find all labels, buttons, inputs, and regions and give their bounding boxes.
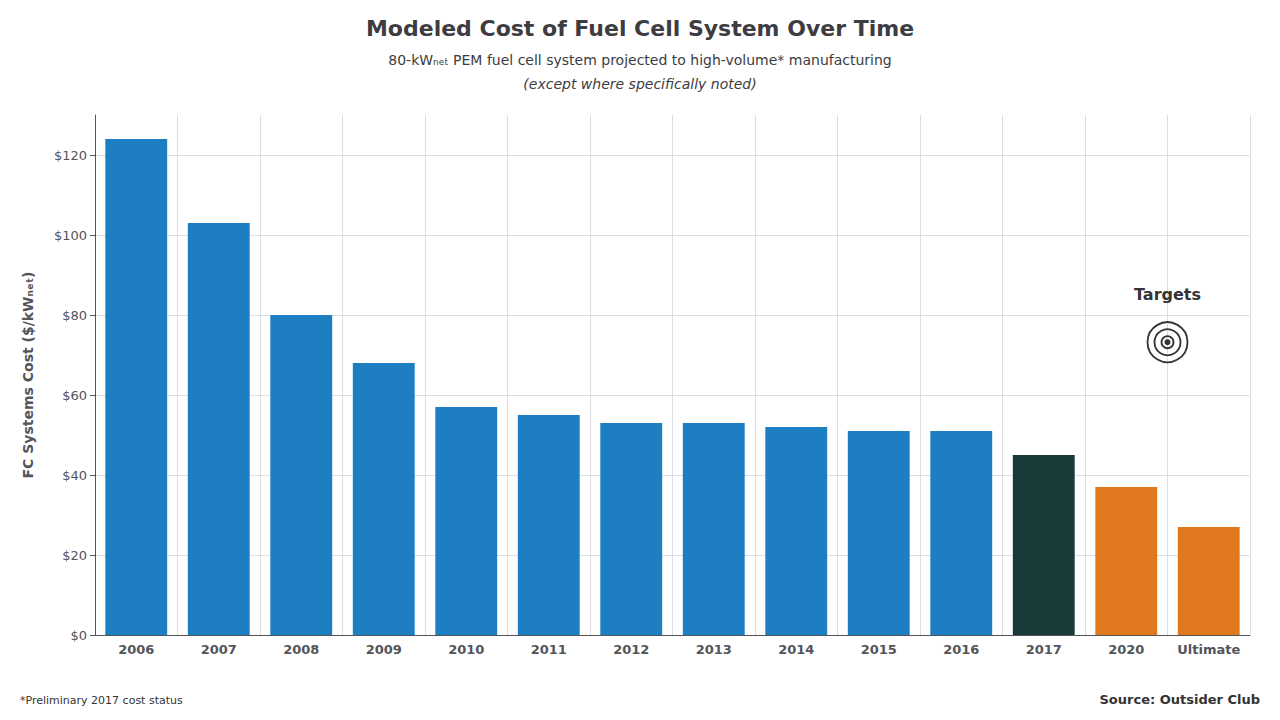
svg-text:$120: $120 xyxy=(54,148,87,163)
svg-text:*Preliminary 2017 cost status: *Preliminary 2017 cost status xyxy=(20,694,183,707)
svg-text:2016: 2016 xyxy=(943,642,979,657)
svg-text:2009: 2009 xyxy=(366,642,402,657)
svg-text:2014: 2014 xyxy=(778,642,814,657)
svg-text:2011: 2011 xyxy=(531,642,567,657)
svg-text:2015: 2015 xyxy=(861,642,897,657)
svg-text:2017: 2017 xyxy=(1026,642,1062,657)
svg-text:80-kWₙₑₜ PEM fuel cell system: 80-kWₙₑₜ PEM fuel cell system projected … xyxy=(388,52,891,68)
svg-text:$20: $20 xyxy=(62,548,87,563)
svg-text:Targets: Targets xyxy=(1134,285,1201,304)
svg-text:2007: 2007 xyxy=(201,642,237,657)
svg-text:2006: 2006 xyxy=(118,642,154,657)
svg-text:(except where specifically not: (except where specifically noted) xyxy=(523,76,756,92)
svg-text:Ultimate: Ultimate xyxy=(1177,642,1240,657)
svg-text:Source: Outsider Club: Source: Outsider Club xyxy=(1099,692,1260,707)
svg-text:2010: 2010 xyxy=(448,642,484,657)
svg-text:2008: 2008 xyxy=(283,642,319,657)
svg-text:FC Systems Cost ($/kWₙₑₜ): FC Systems Cost ($/kWₙₑₜ) xyxy=(20,272,36,479)
svg-text:2013: 2013 xyxy=(696,642,732,657)
svg-text:$100: $100 xyxy=(54,228,87,243)
svg-text:$40: $40 xyxy=(62,468,87,483)
svg-text:$80: $80 xyxy=(62,308,87,323)
svg-text:$60: $60 xyxy=(62,388,87,403)
svg-text:$0: $0 xyxy=(70,628,87,643)
svg-text:2012: 2012 xyxy=(613,642,649,657)
svg-text:2020: 2020 xyxy=(1108,642,1144,657)
svg-text:Modeled Cost of Fuel Cell Syst: Modeled Cost of Fuel Cell System Over Ti… xyxy=(366,16,914,41)
